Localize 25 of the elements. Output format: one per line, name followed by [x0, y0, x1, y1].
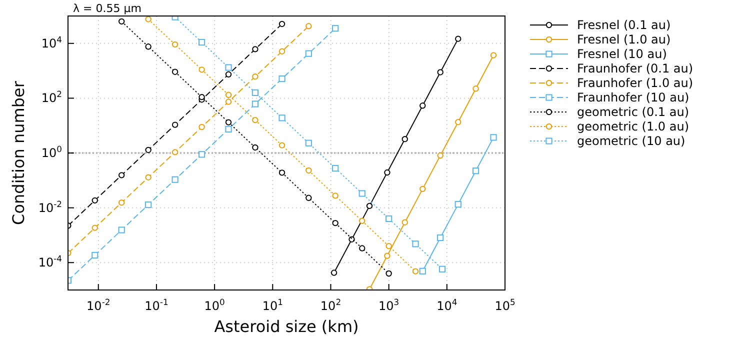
y-axis-title: Condition number [9, 80, 28, 225]
x-tick-label: 10$^{-2}$ [86, 297, 110, 313]
x-tick-label: 10$^{2}$ [320, 297, 342, 313]
legend-label: Fraunhofer (0.1 au) [577, 62, 694, 76]
y-tick-label: 10$^{2}$ [41, 89, 62, 106]
legend-label: geometric (0.1 au) [577, 105, 690, 119]
legend-label: Fresnel (1.0 au) [577, 32, 671, 46]
legend-label: Fresnel (0.1 au) [577, 18, 671, 32]
x-axis-title: Asteroid size (km) [214, 317, 359, 336]
x-tick-label: 10$^{5}$ [494, 297, 516, 313]
legend-label: geometric (10 au) [577, 134, 686, 148]
y-tick-label: 10$^{0}$ [41, 144, 62, 160]
y-tick-label: 10$^{-4}$ [38, 254, 62, 270]
y-tick-label: 10$^{4}$ [41, 34, 62, 50]
legend-label: Fraunhofer (10 au) [577, 90, 690, 104]
text: λ = 0.55 μm [73, 2, 142, 15]
legend-label: geometric (1.0 au) [577, 120, 690, 134]
x-tick-label: 10$^{3}$ [378, 297, 400, 313]
legend-label: Fraunhofer (1.0 au) [577, 76, 694, 90]
x-tick-label: 10$^{0}$ [204, 297, 225, 313]
x-tick-label: 10$^{4}$ [436, 297, 458, 313]
x-tick-label: 10$^{-1}$ [144, 297, 168, 313]
y-tick-label: 10$^{-2}$ [38, 198, 62, 215]
legend-label: Fresnel (10 au) [577, 47, 667, 61]
x-tick-label: 10$^{1}$ [262, 297, 283, 313]
